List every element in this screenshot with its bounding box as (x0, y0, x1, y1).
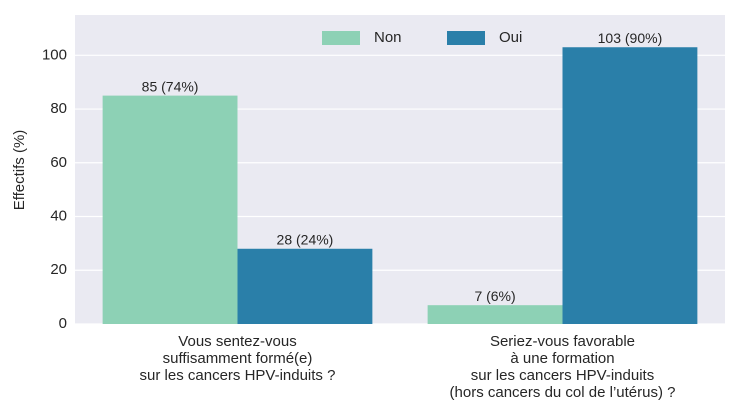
x-tick-label: à une formation (510, 350, 614, 367)
legend-swatch (447, 31, 485, 45)
value-label: 85 (74%) (142, 78, 199, 94)
y-tick-label: 100 (42, 46, 67, 63)
value-label: 7 (6%) (474, 288, 515, 304)
x-tick-label: Seriez-vous favorable (490, 333, 635, 350)
bar (237, 248, 373, 324)
bar (427, 305, 563, 324)
legend-label: Non (374, 29, 402, 46)
x-tick-label: (hors cancers du col de l’utérus) ? (450, 384, 676, 401)
legend-swatch (322, 31, 360, 45)
legend-label: Oui (499, 29, 522, 46)
y-tick-label: 80 (50, 100, 67, 117)
x-tick-label: suffisamment formé(e) (163, 350, 313, 367)
y-tick-label: 40 (50, 207, 67, 224)
x-tick-label: sur les cancers HPV-induits ? (140, 367, 336, 384)
bar (562, 47, 698, 325)
bar (102, 95, 238, 324)
x-tick-label: Vous sentez-vous (178, 333, 296, 350)
x-tick-label: sur les cancers HPV-induits (471, 367, 654, 384)
y-axis-label: Effectifs (%) (11, 130, 28, 211)
y-tick-label: 20 (50, 261, 67, 278)
value-label: 103 (90%) (598, 30, 663, 46)
value-label: 28 (24%) (277, 231, 334, 247)
y-tick-label: 60 (50, 154, 67, 171)
y-tick-label: 0 (59, 315, 67, 332)
